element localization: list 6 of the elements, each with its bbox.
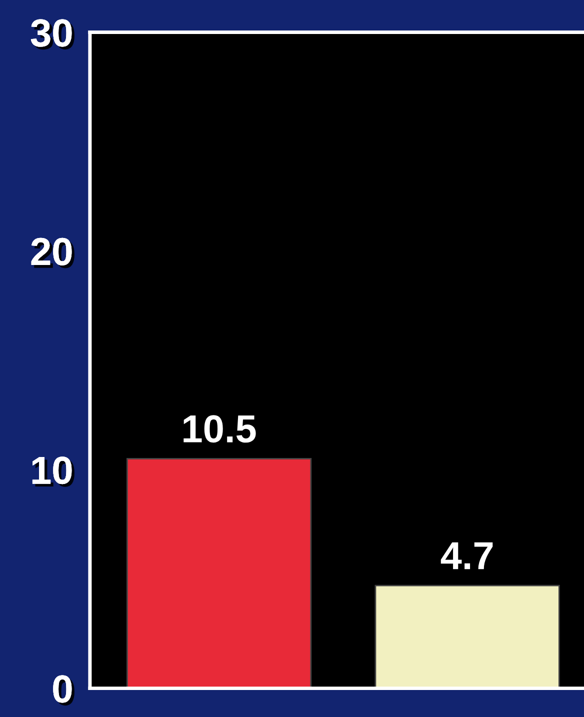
- y-tick-label: 10: [32, 456, 74, 487]
- data-label: 4.7: [440, 542, 493, 570]
- data-label: 10.5: [184, 415, 256, 443]
- y-tick-label: 0: [53, 675, 74, 706]
- y-tick-label: 20: [31, 238, 74, 268]
- y-tick-label: 30: [30, 19, 74, 50]
